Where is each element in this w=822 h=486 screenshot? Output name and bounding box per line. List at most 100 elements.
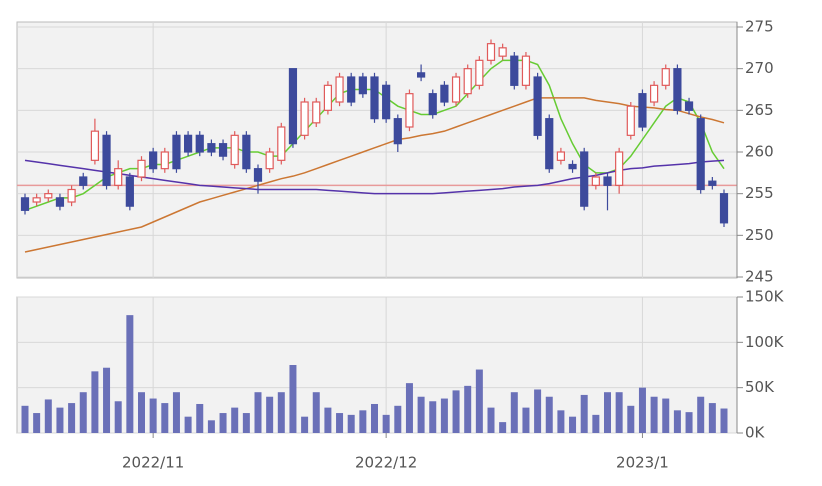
candle-body xyxy=(335,76,344,103)
volume-bar xyxy=(114,401,122,433)
candle-body xyxy=(32,197,41,203)
y-tick-label: 275 xyxy=(745,18,774,36)
volume-bar xyxy=(91,371,99,433)
volume-bar xyxy=(475,369,483,433)
candle-body xyxy=(510,55,519,86)
volume-bar xyxy=(254,392,262,433)
volume-bar xyxy=(708,403,716,433)
candle-body xyxy=(626,105,635,136)
y-tick-label: 150K xyxy=(745,288,785,306)
candle-body xyxy=(347,76,356,103)
candle-body xyxy=(323,84,332,111)
volume-bar xyxy=(662,398,670,433)
candle-body xyxy=(708,180,717,186)
volume-bar xyxy=(720,408,728,433)
moving-average-line xyxy=(24,97,725,253)
volume-bar xyxy=(522,407,530,433)
volume-bar xyxy=(499,422,507,433)
volume-bar xyxy=(580,394,588,433)
candle-body xyxy=(649,84,659,103)
candle-body xyxy=(696,118,705,191)
candle-body xyxy=(288,68,298,145)
volume-bar xyxy=(103,367,111,433)
volume-bar xyxy=(464,385,472,433)
candle-body xyxy=(160,151,169,170)
candle-body xyxy=(242,134,251,170)
volume-bar xyxy=(266,396,274,433)
candle-body xyxy=(312,101,321,124)
candle-body xyxy=(393,118,402,145)
candle-body xyxy=(207,143,216,153)
candle-body xyxy=(661,68,670,86)
candle-body xyxy=(184,134,193,153)
volume-bar xyxy=(277,392,285,433)
volume-bar xyxy=(569,416,577,433)
candle-body xyxy=(475,59,484,86)
candle-body xyxy=(591,176,600,186)
candle-body xyxy=(370,76,379,120)
volume-bar xyxy=(21,405,29,433)
volume-bar xyxy=(534,389,542,433)
candle-body xyxy=(719,193,729,224)
volume-bar xyxy=(627,405,635,433)
volume-bar xyxy=(219,413,227,433)
volume-bar xyxy=(312,392,320,433)
volume-bar xyxy=(604,392,611,433)
volume-bar xyxy=(510,392,518,433)
candle-body xyxy=(358,76,367,95)
volume-bar xyxy=(557,410,565,433)
volume-bar xyxy=(301,416,309,433)
candle-body xyxy=(79,176,88,186)
volume-bar xyxy=(487,407,495,433)
volume-bar xyxy=(336,413,344,433)
volume-bar xyxy=(161,403,169,433)
volume-bar xyxy=(231,407,239,433)
candle-body xyxy=(673,68,682,111)
volume-bar xyxy=(429,401,437,433)
y-tick-label: 0K xyxy=(745,424,766,442)
y-tick-label: 245 xyxy=(745,268,774,286)
volume-bar xyxy=(382,414,390,433)
x-tick-label: 2022/11 xyxy=(122,454,184,472)
volume-bar xyxy=(592,414,600,433)
volume-bar xyxy=(615,392,623,433)
candle-body xyxy=(102,134,111,186)
candle-body xyxy=(615,151,624,186)
volume-bar xyxy=(545,396,553,433)
candle-body xyxy=(137,159,146,178)
candle-body xyxy=(498,47,507,57)
candle-body xyxy=(463,68,472,95)
candle-body xyxy=(300,101,309,136)
volume-bar xyxy=(172,392,180,433)
candle-body xyxy=(195,134,204,153)
candle-body xyxy=(277,126,286,161)
volume-bar xyxy=(685,412,693,433)
volume-bar xyxy=(417,396,425,433)
volume-bar xyxy=(138,392,145,433)
volume-bar xyxy=(347,414,355,433)
candle-body xyxy=(253,168,263,182)
volume-bar xyxy=(697,396,705,433)
candle-body xyxy=(265,151,274,170)
volume-bar xyxy=(440,398,448,433)
candle-body xyxy=(451,76,461,103)
candle-body xyxy=(684,101,694,111)
x-tick-label: 2022/12 xyxy=(355,454,417,472)
candle-body xyxy=(172,134,181,170)
volume-bar xyxy=(149,398,157,433)
candle-body xyxy=(417,72,426,78)
y-tick-label: 260 xyxy=(745,143,774,161)
volume-bar xyxy=(196,403,204,433)
candle-body xyxy=(568,163,577,170)
y-tick-label: 50K xyxy=(745,378,775,396)
volume-bar xyxy=(371,403,378,433)
volume-bar xyxy=(126,315,134,433)
volume-bar xyxy=(650,396,658,433)
y-tick-label: 100K xyxy=(745,333,785,351)
candle-body xyxy=(486,43,496,61)
volume-bar xyxy=(79,392,87,433)
y-tick-label: 250 xyxy=(745,226,774,244)
candle-body xyxy=(580,151,589,207)
